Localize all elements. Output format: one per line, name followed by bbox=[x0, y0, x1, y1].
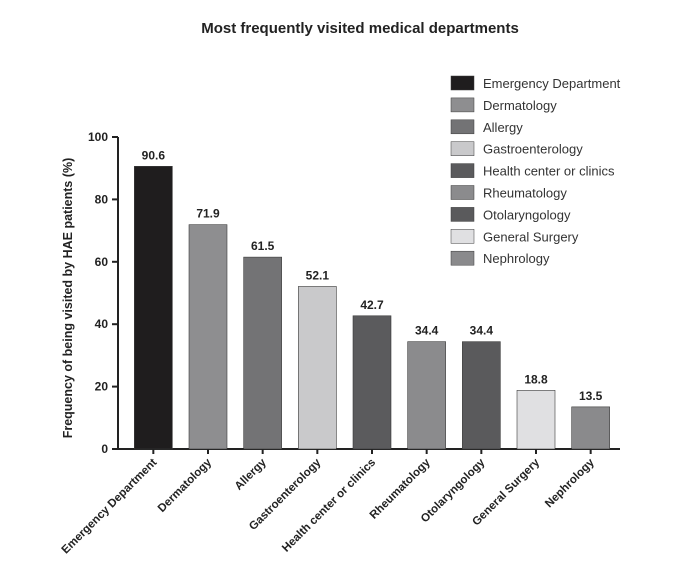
legend-label: General Surgery bbox=[483, 229, 579, 244]
y-tick-label: 100 bbox=[88, 130, 108, 144]
bar-value-label: 52.1 bbox=[306, 268, 330, 282]
bar-value-label: 34.4 bbox=[415, 324, 439, 338]
legend-label: Dermatology bbox=[483, 98, 557, 113]
y-tick-label: 80 bbox=[95, 192, 109, 206]
bar-value-label: 18.8 bbox=[524, 372, 548, 386]
legend-label: Nephrology bbox=[483, 251, 550, 266]
legend-swatch bbox=[450, 141, 475, 156]
legend: Emergency Department Dermatology Allergy Ga… bbox=[450, 75, 621, 266]
y-tick-label: 40 bbox=[95, 317, 109, 331]
bar bbox=[462, 341, 501, 450]
x-tick-label: Emergency Department bbox=[60, 457, 160, 557]
bar-value-label: 61.5 bbox=[251, 239, 275, 253]
legend-label: Emergency Department bbox=[483, 76, 621, 91]
bar bbox=[134, 166, 173, 450]
legend-label: Rheumatology bbox=[483, 186, 567, 201]
y-tick-label: 60 bbox=[95, 255, 109, 269]
y-tick-label: 0 bbox=[101, 442, 108, 456]
y-tick-label: 20 bbox=[95, 380, 109, 394]
legend-swatch bbox=[450, 97, 475, 113]
bar-value-label: 90.6 bbox=[142, 148, 166, 162]
bar bbox=[516, 390, 556, 450]
x-tick-label: Nephrology bbox=[543, 456, 597, 510]
bar-value-label: 42.7 bbox=[360, 298, 384, 312]
legend-swatch bbox=[450, 207, 475, 222]
x-tick-label: Dermatology bbox=[156, 456, 215, 515]
legend-swatch bbox=[450, 250, 475, 266]
bar bbox=[352, 315, 392, 450]
x-tick-label: Health center or clinics bbox=[280, 457, 378, 555]
y-axis-label: Frequency of being visited by HAE patien… bbox=[61, 158, 75, 439]
legend-swatch bbox=[450, 119, 475, 135]
bar bbox=[407, 341, 446, 450]
legend-label: Otolaryngology bbox=[483, 207, 571, 222]
legend-label: Allergy bbox=[483, 120, 523, 135]
bar bbox=[243, 256, 282, 450]
legend-label: Gastroenterology bbox=[483, 142, 583, 157]
legend-swatch bbox=[450, 185, 475, 200]
bar-value-label: 13.5 bbox=[579, 389, 603, 403]
bar-value-label: 71.9 bbox=[196, 207, 220, 221]
legend-label: Health center or clinics bbox=[483, 164, 615, 179]
bar bbox=[571, 406, 610, 450]
bar-value-label: 34.4 bbox=[470, 324, 494, 338]
legend-swatch bbox=[450, 75, 475, 91]
bar bbox=[298, 286, 337, 450]
legend-swatch bbox=[450, 229, 475, 244]
legend-swatch bbox=[450, 163, 475, 178]
chart-title: Most frequently visited medical departme… bbox=[201, 20, 519, 37]
bar bbox=[188, 224, 228, 450]
x-tick-label: Allergy bbox=[233, 456, 269, 492]
